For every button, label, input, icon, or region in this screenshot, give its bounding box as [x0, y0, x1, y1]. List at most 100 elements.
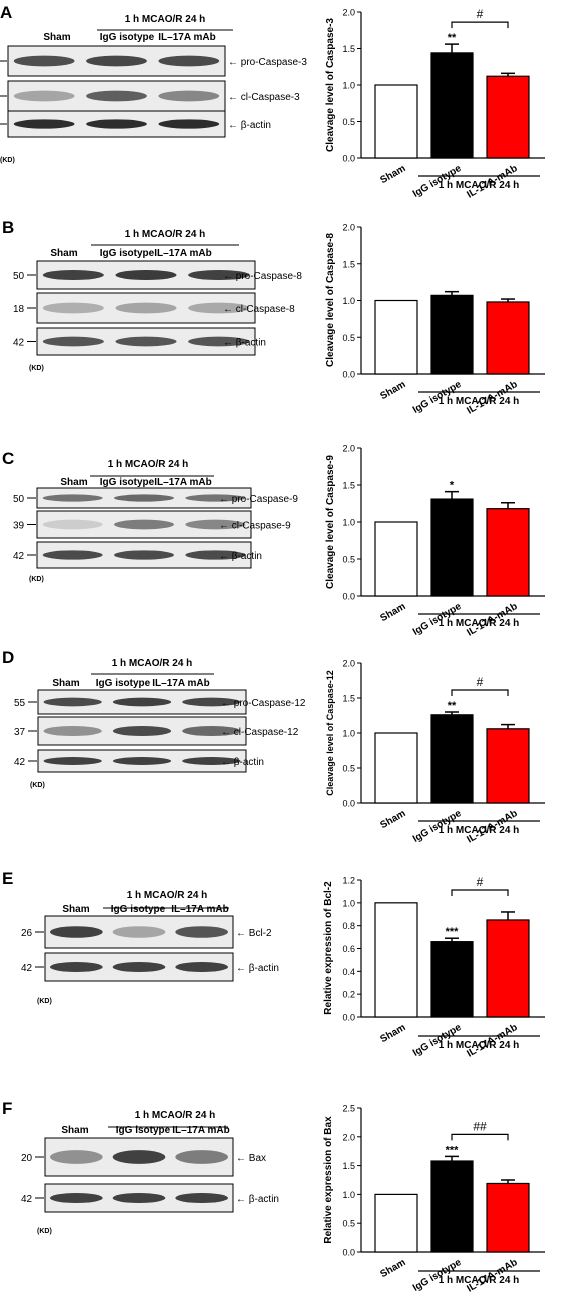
y-axis-label: Relative expression of Bcl-2	[323, 881, 334, 1015]
bar	[374, 1193, 418, 1253]
blot-band	[13, 90, 75, 102]
band-label: ← β-actin	[228, 120, 271, 131]
bar	[430, 294, 474, 375]
blot-band	[112, 1192, 166, 1204]
significance-mark: **	[448, 32, 457, 44]
y-tick-label: 1.2	[342, 876, 355, 886]
y-tick-label: 2.0	[342, 223, 355, 233]
significance-mark: ***	[446, 1144, 460, 1156]
lane-label: Sham	[60, 477, 87, 488]
lane-label: IgG isotype	[100, 32, 155, 43]
blot-band	[114, 550, 174, 560]
lane-label: IL–17A mAb	[172, 1125, 229, 1136]
kd-label: (KD)	[0, 157, 15, 164]
blot-band	[158, 55, 220, 67]
y-axis-label: Cleavage level of Caspase-3	[325, 18, 336, 152]
group-label: 1 h MCAO/R 24 h	[439, 1040, 520, 1051]
panel-d: D 1 h MCAO/R 24 h Sham IgG isotype IL–17A mA…	[2, 648, 306, 789]
bar-chart-c: 0.0 0.5 1.0 1.5 2.0 Cleavage level of Caspase…	[325, 444, 545, 639]
mw-marker: 26	[21, 928, 33, 939]
bar	[486, 75, 530, 159]
panel-letter: D	[2, 648, 14, 667]
bar-chart-a: 0.0 0.5 1.0 1.5 2.0 Cleavage level of Caspase…	[325, 7, 545, 201]
panel-e: E 1 h MCAO/R 24 h Sham IgG isotype IL–17A mA…	[2, 869, 279, 1005]
category-label: Sham	[378, 163, 407, 186]
y-tick-label: 0.0	[342, 799, 355, 809]
lane-label: Sham	[43, 32, 70, 43]
lane-label: IL–17A mAb	[152, 678, 209, 689]
bar-chart-b: 0.0 0.5 1.0 1.5 2.0 Cleavage level of Caspase…	[325, 223, 545, 417]
blot-band	[43, 757, 102, 765]
blot-group-header: 1 h MCAO/R 24 h	[127, 890, 208, 901]
lane-label: IL–17A mAb	[171, 904, 228, 915]
blot-band	[185, 519, 246, 530]
blot-band	[42, 494, 103, 502]
blot-band	[158, 90, 220, 102]
y-axis-label: Cleavage level of Caspase-9	[325, 455, 336, 589]
panel-c: C 1 h MCAO/R 24 h Sham IgG isotype IL–17A mA…	[2, 449, 298, 583]
category-label: Sham	[378, 601, 407, 624]
blot-band	[175, 926, 228, 938]
y-tick-label: 0.8	[342, 921, 355, 931]
y-tick-label: 0.0	[342, 1248, 355, 1258]
bar	[430, 1160, 474, 1253]
panel-letter: C	[2, 449, 14, 468]
category-label: Sham	[378, 1257, 407, 1280]
group-label: 1 h MCAO/R 24 h	[439, 825, 520, 836]
blot-band	[182, 757, 241, 765]
bar	[374, 84, 418, 159]
panel-b: B 1 h MCAO/R 24 h Sham IgG isotype IL–17A mA…	[2, 218, 302, 372]
y-tick-label: 1.0	[342, 1190, 355, 1200]
lane-label: IgG isotype	[116, 1125, 171, 1136]
y-tick-label: 1.5	[342, 694, 355, 704]
comparison-bracket	[451, 21, 509, 29]
y-tick-label: 1.0	[342, 518, 355, 528]
mw-marker: 37	[14, 727, 26, 738]
category-label: Sham	[378, 379, 407, 402]
lane-label: Sham	[50, 248, 77, 259]
blot-group-header: 1 h MCAO/R 24 h	[125, 14, 206, 25]
mw-marker: 20	[21, 1153, 33, 1164]
band-label: ← cl-Caspase-12	[221, 727, 299, 738]
mw-marker: 18	[13, 304, 25, 315]
panel-letter: E	[2, 869, 13, 888]
blot-group-header: 1 h MCAO/R 24 h	[108, 459, 189, 470]
y-axis-label: Relative expression of Bax	[323, 1116, 334, 1244]
y-tick-label: 2.0	[342, 8, 355, 18]
y-tick-label: 0.5	[342, 333, 355, 343]
bar	[430, 714, 474, 804]
y-tick-label: 0.6	[342, 944, 355, 954]
kd-label: (KD)	[37, 998, 52, 1005]
bar	[374, 732, 418, 804]
bar-chart-f: 0.0 0.5 1.0 1.5 2.0 2.5 Relative expression of…	[323, 1104, 545, 1295]
blot-band	[185, 550, 246, 560]
y-tick-label: 0.5	[342, 764, 355, 774]
band-label: ← β-actin	[236, 963, 279, 974]
bar-chart-d: 0.0 0.5 1.0 1.5 2.0 Cleavage level of Caspase…	[325, 659, 545, 846]
group-label: 1 h MCAO/R 24 h	[439, 180, 520, 191]
mw-marker: 42	[13, 338, 25, 349]
bar	[486, 1182, 530, 1253]
blot-band	[42, 336, 104, 347]
bar	[486, 728, 530, 804]
blot-band	[182, 725, 241, 737]
lane-label: Sham	[61, 1125, 88, 1136]
group-label: 1 h MCAO/R 24 h	[439, 618, 520, 629]
band-label: ← Bax	[236, 1153, 266, 1164]
bar	[374, 902, 418, 1018]
blot-band	[175, 961, 228, 973]
band-label: ← cl-Caspase-3	[228, 92, 300, 103]
mw-marker: 39	[13, 521, 25, 532]
blot-band	[86, 90, 147, 102]
blot-group-header: 1 h MCAO/R 24 h	[135, 1110, 216, 1121]
category-label: Sham	[378, 1022, 407, 1045]
band-label: ← pro-Caspase-9	[219, 494, 298, 505]
blot-band	[182, 697, 241, 707]
bar	[486, 919, 530, 1018]
mw-marker: 55	[14, 698, 26, 709]
band-label: ← cl-Caspase-8	[223, 304, 295, 315]
y-tick-label: 0.0	[342, 592, 355, 602]
blot-band	[42, 519, 103, 530]
blot-band	[43, 725, 102, 737]
